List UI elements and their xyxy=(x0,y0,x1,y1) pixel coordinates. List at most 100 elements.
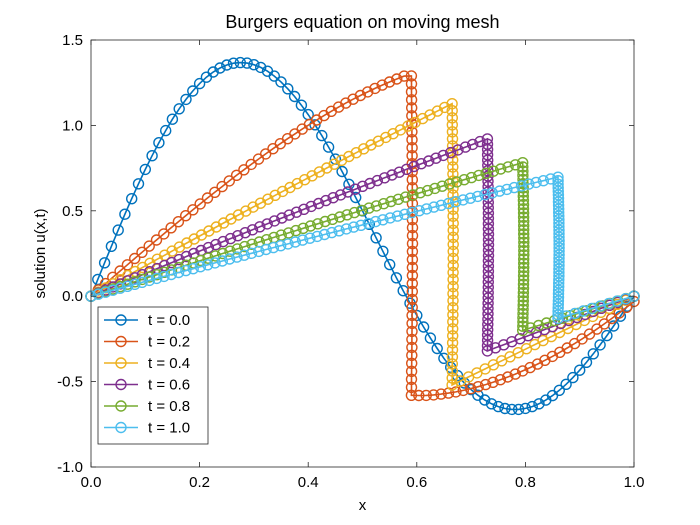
series-marker xyxy=(194,261,207,273)
series-marker xyxy=(253,245,265,258)
y-tick-label: 0.5 xyxy=(62,203,83,220)
series-marker xyxy=(532,319,545,332)
series-marker xyxy=(560,378,572,390)
series-marker xyxy=(447,280,459,293)
series-marker xyxy=(362,217,374,230)
series-marker xyxy=(406,261,419,274)
series-marker xyxy=(447,287,459,300)
series-marker xyxy=(560,310,573,322)
series-marker xyxy=(405,373,418,385)
series-marker xyxy=(125,192,138,205)
series-marker xyxy=(518,266,530,278)
series-marker xyxy=(494,374,507,386)
series-marker xyxy=(173,103,185,115)
series-marker xyxy=(386,169,398,181)
series-marker xyxy=(224,232,237,245)
series-0 xyxy=(85,56,640,416)
series-marker xyxy=(591,323,603,335)
series-marker xyxy=(406,213,419,226)
series-marker xyxy=(406,317,418,330)
series-marker xyxy=(517,203,530,215)
series-marker xyxy=(246,224,259,236)
series-marker xyxy=(480,167,492,180)
series-marker xyxy=(282,83,294,95)
series-marker xyxy=(158,228,170,240)
series-marker xyxy=(473,169,485,182)
series-marker xyxy=(517,207,530,219)
series-marker xyxy=(406,133,418,146)
series-marker xyxy=(406,110,418,122)
series-marker xyxy=(384,212,396,224)
series-marker xyxy=(355,219,367,232)
series-marker xyxy=(446,119,458,131)
series-marker xyxy=(552,309,564,321)
series-marker xyxy=(406,341,418,354)
series-marker xyxy=(406,269,419,282)
series-marker xyxy=(406,285,418,298)
series-marker xyxy=(464,192,477,204)
series-marker xyxy=(399,191,412,203)
series-marker xyxy=(577,305,589,317)
series-marker xyxy=(506,403,518,416)
series-marker xyxy=(517,182,529,194)
x-tick-label: 0.2 xyxy=(189,474,210,491)
series-marker xyxy=(304,220,317,232)
y-tick-label: 1.5 xyxy=(62,32,83,49)
series-marker xyxy=(119,208,131,220)
series-marker xyxy=(405,70,418,82)
series-marker xyxy=(158,270,170,283)
series-marker xyxy=(295,99,308,111)
series-marker xyxy=(481,339,494,352)
series-marker xyxy=(552,312,564,325)
series-marker xyxy=(421,184,434,197)
series-marker xyxy=(518,215,530,228)
series-marker xyxy=(216,180,228,193)
series-marker xyxy=(518,257,530,269)
series-marker xyxy=(502,161,514,173)
series-marker xyxy=(580,356,593,368)
series-marker xyxy=(517,316,529,328)
series-marker xyxy=(517,295,529,307)
series-marker xyxy=(370,232,382,244)
series-marker xyxy=(336,165,348,178)
series-marker xyxy=(450,386,462,398)
series-marker xyxy=(474,135,486,148)
series-marker xyxy=(173,253,185,266)
series-marker xyxy=(446,365,458,377)
series-marker xyxy=(447,154,459,166)
series-marker xyxy=(377,214,389,226)
series-marker xyxy=(517,274,530,286)
series-marker xyxy=(405,78,418,90)
series-marker xyxy=(319,215,331,228)
series-marker xyxy=(517,365,529,377)
series-marker xyxy=(479,188,491,201)
series-marker xyxy=(370,200,383,212)
series-marker xyxy=(447,252,459,265)
series-marker xyxy=(305,200,317,213)
series-marker xyxy=(447,245,459,258)
series-marker xyxy=(334,189,347,201)
series-marker xyxy=(312,197,325,210)
series-marker xyxy=(517,156,529,169)
series-marker xyxy=(392,193,404,206)
series-marker xyxy=(487,165,500,177)
series-marker xyxy=(406,333,418,346)
series-marker xyxy=(447,210,459,222)
series-marker xyxy=(227,57,240,69)
series-marker xyxy=(193,77,206,90)
series-marker xyxy=(268,215,281,227)
series-marker xyxy=(172,266,185,279)
series-marker xyxy=(121,280,134,292)
series-marker xyxy=(150,272,163,285)
series-marker xyxy=(415,157,427,170)
series-marker xyxy=(519,402,532,415)
series-marker xyxy=(428,201,440,213)
legend-marker xyxy=(115,314,127,326)
series-marker xyxy=(356,180,369,193)
legend: t = 0.0 t = 0.2 t = 0.4 t = 0.6 t = 0.8 t = 1… xyxy=(97,306,209,445)
series-marker xyxy=(166,113,179,125)
series-line xyxy=(90,75,635,397)
legend-label: t = 1.0 xyxy=(148,420,190,437)
series-marker xyxy=(348,221,360,233)
series-marker xyxy=(406,349,418,361)
